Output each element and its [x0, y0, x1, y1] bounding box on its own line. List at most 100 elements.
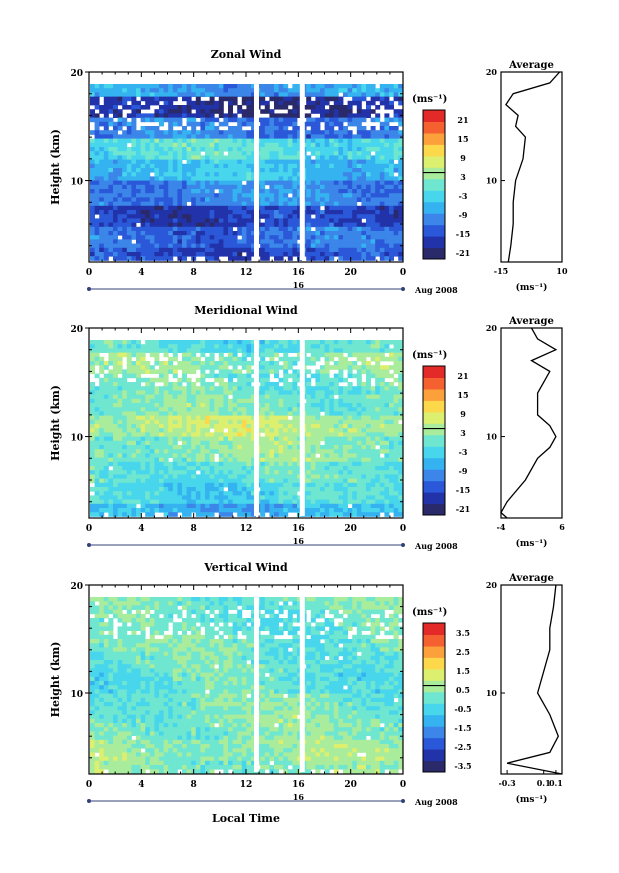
heatmap-cell — [320, 151, 325, 156]
heatmap-cell — [205, 239, 210, 244]
heatmap-cell — [343, 344, 348, 349]
heatmap-cell — [228, 398, 233, 404]
heatmap-cell — [356, 189, 362, 194]
heatmap-cell — [269, 184, 275, 190]
heatmap-cell — [361, 172, 367, 177]
heatmap-cell — [228, 189, 233, 194]
heatmap-cell — [347, 390, 353, 395]
heatmap-cell — [136, 440, 141, 446]
heatmap-cell — [347, 142, 353, 148]
heatmap-cell — [232, 419, 238, 425]
heatmap-cell — [347, 176, 353, 181]
heatmap-cell — [172, 105, 178, 110]
heatmap-cell — [214, 130, 220, 135]
heatmap-cell — [343, 84, 348, 89]
heatmap-cell — [347, 428, 353, 433]
heatmap-cell — [241, 138, 247, 144]
heatmap-cell — [177, 193, 183, 198]
heatmap-cell — [117, 193, 123, 198]
heatmap-cell — [278, 398, 284, 404]
heatmap-cell — [113, 138, 118, 144]
heatmap-cell — [310, 105, 316, 110]
heatmap-cell — [149, 348, 155, 353]
heatmap-cell — [131, 436, 137, 442]
heatmap-cell — [108, 474, 114, 479]
heatmap-cell — [370, 109, 376, 114]
heatmap-cell — [99, 180, 105, 186]
heatmap-cell — [140, 218, 146, 223]
heatmap-cell — [283, 176, 289, 181]
heatmap-cell — [136, 352, 141, 358]
heatmap-cell — [370, 398, 376, 404]
heatmap-cell — [126, 214, 132, 219]
heatmap-cell — [352, 163, 358, 169]
heatmap-cell — [366, 252, 371, 257]
heatmap-cell — [251, 222, 256, 228]
heatmap-cell — [113, 403, 118, 408]
heatmap-cell — [108, 184, 114, 190]
heatmap-cell — [379, 201, 385, 207]
heatmap-cell — [117, 440, 123, 446]
heatmap-cell — [333, 201, 339, 207]
heatmap-cell — [297, 138, 302, 144]
heatmap-cell — [90, 382, 95, 387]
heatmap-cell — [117, 403, 123, 408]
heatmap-cell — [191, 172, 197, 177]
heatmap-cell — [136, 382, 141, 387]
heatmap-cell — [136, 449, 141, 454]
heatmap-cell — [159, 474, 164, 479]
heatmap-cell — [159, 92, 164, 97]
heatmap-cell — [338, 176, 344, 181]
heatmap-cell — [195, 113, 201, 118]
heatmap-cell — [379, 176, 385, 181]
heatmap-cell — [108, 176, 114, 181]
heatmap-cell — [315, 92, 321, 97]
heatmap-cell — [223, 252, 229, 257]
heatmap-cell — [117, 424, 123, 429]
heatmap-cell — [228, 159, 233, 165]
heatmap-cell — [163, 432, 169, 437]
heatmap-cell — [205, 482, 210, 488]
heatmap-cell — [370, 453, 376, 458]
heatmap-cell — [329, 142, 335, 148]
heatmap-cell — [370, 449, 376, 454]
heatmap-cell — [241, 239, 247, 244]
heatmap-cell — [264, 159, 270, 165]
heatmap-cell — [108, 386, 114, 391]
heatmap-cell — [108, 92, 114, 97]
heatmap-cell — [177, 172, 183, 177]
heatmap-cell — [94, 361, 100, 366]
heatmap-cell — [163, 369, 169, 374]
heatmap-cell — [218, 210, 224, 215]
heatmap-cell — [315, 348, 321, 353]
heatmap-cell — [209, 159, 215, 165]
heatmap-cell — [237, 130, 243, 135]
date-line-end — [87, 287, 91, 291]
heatmap-cell — [260, 201, 266, 207]
heatmap-cell — [163, 197, 169, 202]
heatmap-cell — [278, 239, 284, 244]
heatmap-cell — [168, 243, 174, 249]
heatmap-cell — [205, 121, 210, 127]
heatmap-cell — [177, 151, 183, 156]
heatmap-cell — [149, 419, 155, 425]
heatmap-cell — [126, 386, 132, 391]
heatmap-cell — [214, 407, 220, 412]
heatmap-cell — [398, 403, 404, 408]
heatmap-cell — [168, 424, 174, 429]
heatmap-cell — [94, 478, 100, 484]
heatmap-cell — [122, 138, 128, 144]
heatmap-cell — [287, 100, 293, 106]
heatmap-cell — [269, 96, 275, 102]
heatmap-cell — [333, 109, 339, 114]
heatmap-cell — [159, 457, 164, 463]
heatmap-cell — [177, 134, 183, 139]
heatmap-cell — [195, 109, 201, 114]
heatmap-cell — [393, 151, 399, 156]
heatmap-cell — [361, 243, 367, 249]
heatmap-cell — [278, 432, 284, 437]
heatmap-cell — [361, 130, 367, 135]
heatmap-cell — [131, 235, 137, 240]
heatmap-cell — [108, 121, 114, 127]
heatmap-cell — [246, 373, 252, 379]
